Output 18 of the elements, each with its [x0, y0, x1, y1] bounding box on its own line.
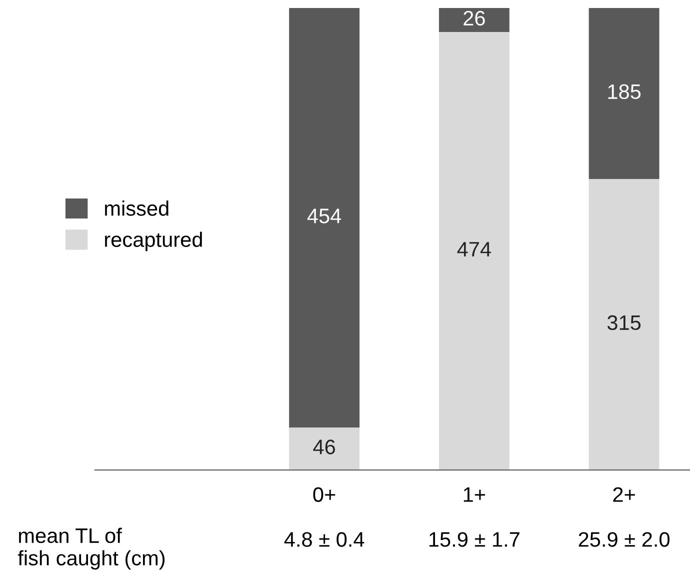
bar [438, 8, 510, 32]
data-label: 454 [307, 208, 342, 224]
legend-label: missed [105, 200, 168, 216]
bar [588, 178, 660, 470]
category-label: 1+ 15.9 ± 1.7 [430, 487, 520, 547]
bar [588, 8, 660, 179]
data-label: 46 [313, 440, 335, 454]
category-label: 0+ 4.8 ± 0.4 [284, 487, 364, 547]
data-label: 315 [607, 315, 641, 330]
bar [289, 8, 360, 428]
data-label: 474 [457, 242, 491, 256]
bar [438, 32, 510, 470]
bar [289, 427, 360, 470]
legend-label: recaptured [105, 232, 202, 252]
data-label: 185 [608, 84, 641, 100]
x-axis-title: mean TL of fish caught (cm) [18, 528, 165, 570]
category-label: 2+ 25.9 ± 2.0 [578, 487, 670, 547]
data-label: 26 [464, 10, 485, 26]
